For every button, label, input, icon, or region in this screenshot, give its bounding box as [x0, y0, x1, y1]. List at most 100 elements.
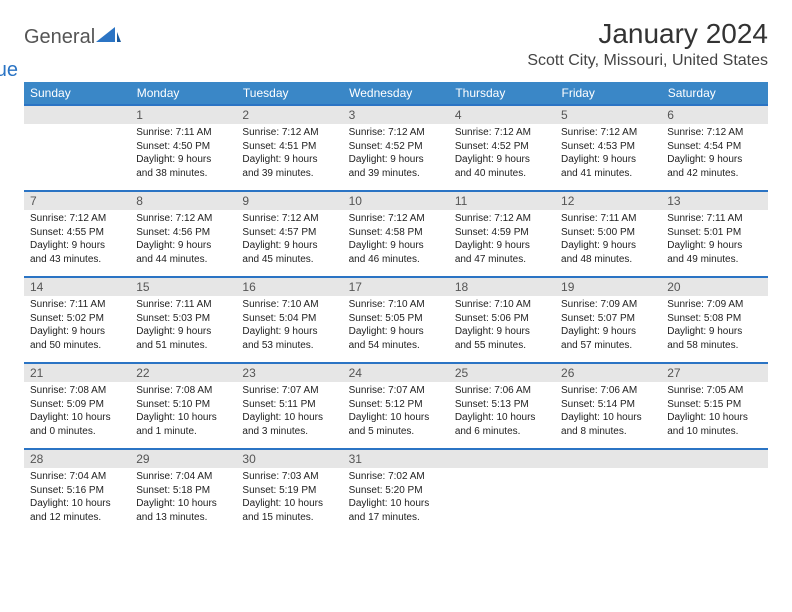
day-number: 6: [661, 106, 767, 124]
day-content: Sunrise: 7:11 AMSunset: 4:50 PMDaylight:…: [130, 124, 236, 184]
calendar-cell: 8Sunrise: 7:12 AMSunset: 4:56 PMDaylight…: [130, 191, 236, 277]
day-content: Sunrise: 7:11 AMSunset: 5:03 PMDaylight:…: [130, 296, 236, 356]
calendar-table: SundayMondayTuesdayWednesdayThursdayFrid…: [24, 82, 768, 535]
day-number: 25: [449, 364, 555, 382]
day-number: 7: [24, 192, 130, 210]
day-number: 28: [24, 450, 130, 468]
day-header: Sunday: [24, 82, 130, 105]
day-content: Sunrise: 7:02 AMSunset: 5:20 PMDaylight:…: [343, 468, 449, 528]
calendar-cell: 2Sunrise: 7:12 AMSunset: 4:51 PMDaylight…: [236, 105, 342, 191]
calendar-cell: 16Sunrise: 7:10 AMSunset: 5:04 PMDayligh…: [236, 277, 342, 363]
day-number: 17: [343, 278, 449, 296]
day-number: 26: [555, 364, 661, 382]
calendar-week: 7Sunrise: 7:12 AMSunset: 4:55 PMDaylight…: [24, 191, 768, 277]
day-number: 20: [661, 278, 767, 296]
calendar-cell: 17Sunrise: 7:10 AMSunset: 5:05 PMDayligh…: [343, 277, 449, 363]
calendar-cell: [24, 105, 130, 191]
calendar-cell: [555, 449, 661, 535]
day-number: 4: [449, 106, 555, 124]
day-number: 14: [24, 278, 130, 296]
day-content: Sunrise: 7:08 AMSunset: 5:09 PMDaylight:…: [24, 382, 130, 442]
day-content: Sunrise: 7:12 AMSunset: 4:54 PMDaylight:…: [661, 124, 767, 184]
empty-day: [449, 450, 555, 468]
logo-sail-icon: [95, 26, 121, 44]
month-title: January 2024: [527, 18, 768, 50]
day-content: Sunrise: 7:08 AMSunset: 5:10 PMDaylight:…: [130, 382, 236, 442]
empty-day: [24, 106, 130, 124]
day-content: Sunrise: 7:11 AMSunset: 5:01 PMDaylight:…: [661, 210, 767, 270]
day-header: Monday: [130, 82, 236, 105]
calendar-cell: 30Sunrise: 7:03 AMSunset: 5:19 PMDayligh…: [236, 449, 342, 535]
day-content: Sunrise: 7:12 AMSunset: 4:51 PMDaylight:…: [236, 124, 342, 184]
calendar-cell: 22Sunrise: 7:08 AMSunset: 5:10 PMDayligh…: [130, 363, 236, 449]
day-content: Sunrise: 7:07 AMSunset: 5:11 PMDaylight:…: [236, 382, 342, 442]
calendar-cell: 3Sunrise: 7:12 AMSunset: 4:52 PMDaylight…: [343, 105, 449, 191]
day-number: 12: [555, 192, 661, 210]
calendar-week: 28Sunrise: 7:04 AMSunset: 5:16 PMDayligh…: [24, 449, 768, 535]
day-number: 27: [661, 364, 767, 382]
day-content: Sunrise: 7:11 AMSunset: 5:02 PMDaylight:…: [24, 296, 130, 356]
day-number: 19: [555, 278, 661, 296]
day-content: Sunrise: 7:10 AMSunset: 5:04 PMDaylight:…: [236, 296, 342, 356]
day-content: Sunrise: 7:12 AMSunset: 4:57 PMDaylight:…: [236, 210, 342, 270]
day-number: 10: [343, 192, 449, 210]
day-content: Sunrise: 7:10 AMSunset: 5:06 PMDaylight:…: [449, 296, 555, 356]
day-number: 29: [130, 450, 236, 468]
calendar-cell: 28Sunrise: 7:04 AMSunset: 5:16 PMDayligh…: [24, 449, 130, 535]
day-content: Sunrise: 7:09 AMSunset: 5:08 PMDaylight:…: [661, 296, 767, 356]
day-number: 22: [130, 364, 236, 382]
location: Scott City, Missouri, United States: [527, 52, 768, 70]
calendar-cell: 14Sunrise: 7:11 AMSunset: 5:02 PMDayligh…: [24, 277, 130, 363]
day-number: 5: [555, 106, 661, 124]
calendar-cell: 19Sunrise: 7:09 AMSunset: 5:07 PMDayligh…: [555, 277, 661, 363]
calendar-cell: [661, 449, 767, 535]
calendar-cell: 5Sunrise: 7:12 AMSunset: 4:53 PMDaylight…: [555, 105, 661, 191]
calendar-cell: 21Sunrise: 7:08 AMSunset: 5:09 PMDayligh…: [24, 363, 130, 449]
day-number: 11: [449, 192, 555, 210]
day-content: Sunrise: 7:12 AMSunset: 4:55 PMDaylight:…: [24, 210, 130, 270]
calendar-cell: 11Sunrise: 7:12 AMSunset: 4:59 PMDayligh…: [449, 191, 555, 277]
empty-day: [661, 450, 767, 468]
calendar-cell: 23Sunrise: 7:07 AMSunset: 5:11 PMDayligh…: [236, 363, 342, 449]
day-number: 24: [343, 364, 449, 382]
day-content: Sunrise: 7:11 AMSunset: 5:00 PMDaylight:…: [555, 210, 661, 270]
day-content: Sunrise: 7:12 AMSunset: 4:56 PMDaylight:…: [130, 210, 236, 270]
calendar-cell: 4Sunrise: 7:12 AMSunset: 4:52 PMDaylight…: [449, 105, 555, 191]
calendar-cell: 12Sunrise: 7:11 AMSunset: 5:00 PMDayligh…: [555, 191, 661, 277]
calendar-cell: 29Sunrise: 7:04 AMSunset: 5:18 PMDayligh…: [130, 449, 236, 535]
calendar-body: 1Sunrise: 7:11 AMSunset: 4:50 PMDaylight…: [24, 105, 768, 535]
logo-part1: General: [24, 26, 95, 49]
calendar-cell: 9Sunrise: 7:12 AMSunset: 4:57 PMDaylight…: [236, 191, 342, 277]
calendar-cell: 6Sunrise: 7:12 AMSunset: 4:54 PMDaylight…: [661, 105, 767, 191]
day-content: Sunrise: 7:12 AMSunset: 4:52 PMDaylight:…: [343, 124, 449, 184]
logo: General Blue: [24, 26, 121, 72]
calendar-cell: 27Sunrise: 7:05 AMSunset: 5:15 PMDayligh…: [661, 363, 767, 449]
day-content: Sunrise: 7:06 AMSunset: 5:14 PMDaylight:…: [555, 382, 661, 442]
calendar-week: 14Sunrise: 7:11 AMSunset: 5:02 PMDayligh…: [24, 277, 768, 363]
title-block: January 2024 Scott City, Missouri, Unite…: [527, 18, 768, 70]
calendar-cell: 10Sunrise: 7:12 AMSunset: 4:58 PMDayligh…: [343, 191, 449, 277]
calendar-cell: 1Sunrise: 7:11 AMSunset: 4:50 PMDaylight…: [130, 105, 236, 191]
day-content: Sunrise: 7:06 AMSunset: 5:13 PMDaylight:…: [449, 382, 555, 442]
day-number: 18: [449, 278, 555, 296]
calendar-cell: 13Sunrise: 7:11 AMSunset: 5:01 PMDayligh…: [661, 191, 767, 277]
calendar-cell: 26Sunrise: 7:06 AMSunset: 5:14 PMDayligh…: [555, 363, 661, 449]
day-number: 2: [236, 106, 342, 124]
day-number: 3: [343, 106, 449, 124]
day-header: Wednesday: [343, 82, 449, 105]
day-number: 21: [24, 364, 130, 382]
day-header: Saturday: [661, 82, 767, 105]
calendar-head: SundayMondayTuesdayWednesdayThursdayFrid…: [24, 82, 768, 105]
day-header-row: SundayMondayTuesdayWednesdayThursdayFrid…: [24, 82, 768, 105]
calendar-cell: 24Sunrise: 7:07 AMSunset: 5:12 PMDayligh…: [343, 363, 449, 449]
day-header: Tuesday: [236, 82, 342, 105]
day-header: Friday: [555, 82, 661, 105]
day-number: 1: [130, 106, 236, 124]
calendar-week: 21Sunrise: 7:08 AMSunset: 5:09 PMDayligh…: [24, 363, 768, 449]
day-content: Sunrise: 7:10 AMSunset: 5:05 PMDaylight:…: [343, 296, 449, 356]
day-number: 15: [130, 278, 236, 296]
day-number: 9: [236, 192, 342, 210]
calendar-week: 1Sunrise: 7:11 AMSunset: 4:50 PMDaylight…: [24, 105, 768, 191]
calendar-cell: 25Sunrise: 7:06 AMSunset: 5:13 PMDayligh…: [449, 363, 555, 449]
day-content: Sunrise: 7:12 AMSunset: 4:53 PMDaylight:…: [555, 124, 661, 184]
